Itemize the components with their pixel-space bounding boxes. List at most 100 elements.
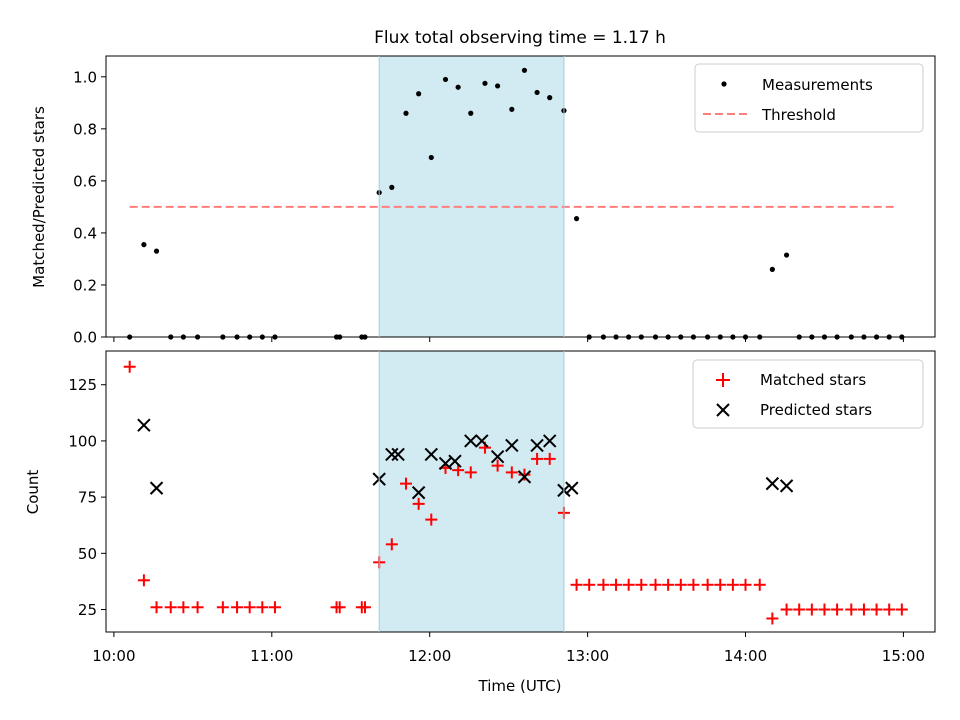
matched-star-point bbox=[739, 578, 752, 591]
measurement-point bbox=[455, 84, 461, 90]
x-tick-label: 10:00 bbox=[92, 647, 135, 665]
x-tick-label: 11:00 bbox=[250, 647, 293, 665]
measurement-point bbox=[389, 184, 395, 190]
legend-threshold-label: Threshold bbox=[761, 106, 836, 124]
matched-star-point bbox=[268, 601, 281, 614]
matched-star-point bbox=[597, 578, 610, 591]
measurement-point bbox=[495, 83, 501, 89]
matched-star-point bbox=[400, 477, 413, 490]
matched-star-point bbox=[137, 574, 150, 587]
matched-star-point bbox=[385, 538, 398, 551]
matched-star-point bbox=[766, 612, 779, 625]
top-y-tick-label: 0.0 bbox=[73, 329, 97, 347]
predicted-star-point bbox=[464, 434, 478, 448]
predicted-star-point bbox=[448, 454, 462, 468]
measurement-point bbox=[783, 252, 790, 258]
legend-matched-label: Matched stars bbox=[760, 371, 866, 389]
predicted-star-point bbox=[543, 434, 557, 448]
measurement-point bbox=[468, 110, 474, 116]
measurement-point bbox=[403, 110, 409, 116]
top-panel: 0.0 0.2 0.4 0.6 0.8 1.0 Matched/Predicted sta… bbox=[30, 55, 936, 347]
predicted-star-point bbox=[411, 485, 426, 500]
predicted-star-point bbox=[765, 476, 780, 491]
predicted-star-point bbox=[530, 438, 544, 453]
matched-star-point bbox=[243, 601, 256, 614]
legend-predicted-label: Predicted stars bbox=[760, 401, 872, 419]
measurement-point bbox=[521, 67, 528, 73]
matched-star-point bbox=[358, 601, 371, 614]
predicted-star-point bbox=[385, 447, 399, 462]
top-y-tick-label: 1.0 bbox=[73, 68, 97, 86]
measurement-point bbox=[534, 89, 540, 96]
bottom-panel: 25 50 75 100 125 10:00 11:00 12:00 13:00 14:00 15… bbox=[24, 350, 936, 695]
bottom-y-tick-label: 50 bbox=[78, 545, 97, 563]
bottom-y-tick-label: 100 bbox=[68, 432, 97, 450]
matched-star-point bbox=[531, 452, 544, 465]
matched-star-point bbox=[610, 578, 623, 591]
x-tick-label: 12:00 bbox=[408, 647, 451, 665]
matched-star-point bbox=[780, 603, 793, 616]
matched-star-point bbox=[793, 603, 806, 616]
matched-star-point bbox=[583, 578, 596, 591]
matched-star-point bbox=[845, 603, 858, 616]
matched-star-point bbox=[216, 601, 229, 614]
matched-star-point bbox=[726, 578, 739, 591]
predicted-star-point bbox=[505, 438, 519, 453]
matched-star-point bbox=[150, 601, 163, 614]
legend-measurements-marker bbox=[721, 81, 727, 87]
measurement-point bbox=[428, 154, 434, 161]
matched-star-point bbox=[177, 601, 190, 614]
x-tick-label: 14:00 bbox=[724, 647, 767, 665]
matched-star-point bbox=[701, 578, 714, 591]
predicted-star-point bbox=[517, 470, 532, 484]
measurement-point bbox=[509, 106, 515, 112]
matched-star-point bbox=[505, 466, 518, 479]
matched-star-point bbox=[518, 468, 531, 481]
measurement-point bbox=[442, 76, 449, 83]
x-tick-label: 15:00 bbox=[882, 647, 925, 665]
matched-star-point bbox=[883, 603, 896, 616]
matched-star-point bbox=[256, 601, 269, 614]
matched-star-point bbox=[753, 578, 766, 591]
measurement-point bbox=[573, 216, 580, 222]
measurement-point bbox=[482, 80, 488, 86]
legend-matched-marker bbox=[716, 373, 730, 387]
matched-star-point bbox=[543, 452, 556, 465]
matched-star-point bbox=[191, 601, 204, 614]
matched-star-point bbox=[662, 578, 675, 591]
top-y-tick-label: 0.4 bbox=[73, 224, 97, 242]
matched-star-point bbox=[231, 601, 244, 614]
matched-star-point bbox=[870, 603, 883, 616]
matched-star-point bbox=[805, 603, 818, 616]
x-tick-label: 13:00 bbox=[566, 647, 609, 665]
top-y-tick-label: 0.2 bbox=[73, 276, 97, 294]
matched-star-point bbox=[649, 578, 662, 591]
top-plot-frame bbox=[105, 55, 936, 338]
matched-star-point bbox=[831, 603, 844, 616]
matched-star-point bbox=[714, 578, 727, 591]
matched-star-point bbox=[687, 578, 700, 591]
matched-star-point bbox=[164, 601, 177, 614]
top-y-tick-label: 0.8 bbox=[73, 120, 97, 138]
measurement-point bbox=[416, 91, 422, 97]
matched-star-point bbox=[818, 603, 831, 616]
matched-star-point bbox=[452, 464, 465, 477]
predicted-star-point bbox=[137, 418, 151, 432]
top-shaded-region bbox=[379, 56, 564, 337]
predicted-star-point bbox=[565, 481, 579, 495]
bottom-plot-frame bbox=[105, 350, 936, 633]
bottom-x-axis-label: Time (UTC) bbox=[478, 677, 562, 695]
bottom-legend: Matched stars Predicted stars bbox=[692, 359, 924, 429]
bottom-y-tick-label: 75 bbox=[78, 489, 97, 507]
matched-star-point bbox=[635, 578, 648, 591]
matched-star-point bbox=[570, 578, 583, 591]
top-legend: Measurements Threshold bbox=[694, 63, 924, 133]
legend-predicted-marker bbox=[716, 403, 730, 417]
measurement-point bbox=[141, 242, 147, 248]
bottom-y-axis-label: Count bbox=[24, 470, 42, 515]
bottom-y-tick-label: 25 bbox=[78, 601, 97, 619]
predicted-star-point bbox=[475, 434, 489, 448]
predicted-star-point bbox=[391, 447, 405, 462]
matched-star-point bbox=[622, 578, 635, 591]
